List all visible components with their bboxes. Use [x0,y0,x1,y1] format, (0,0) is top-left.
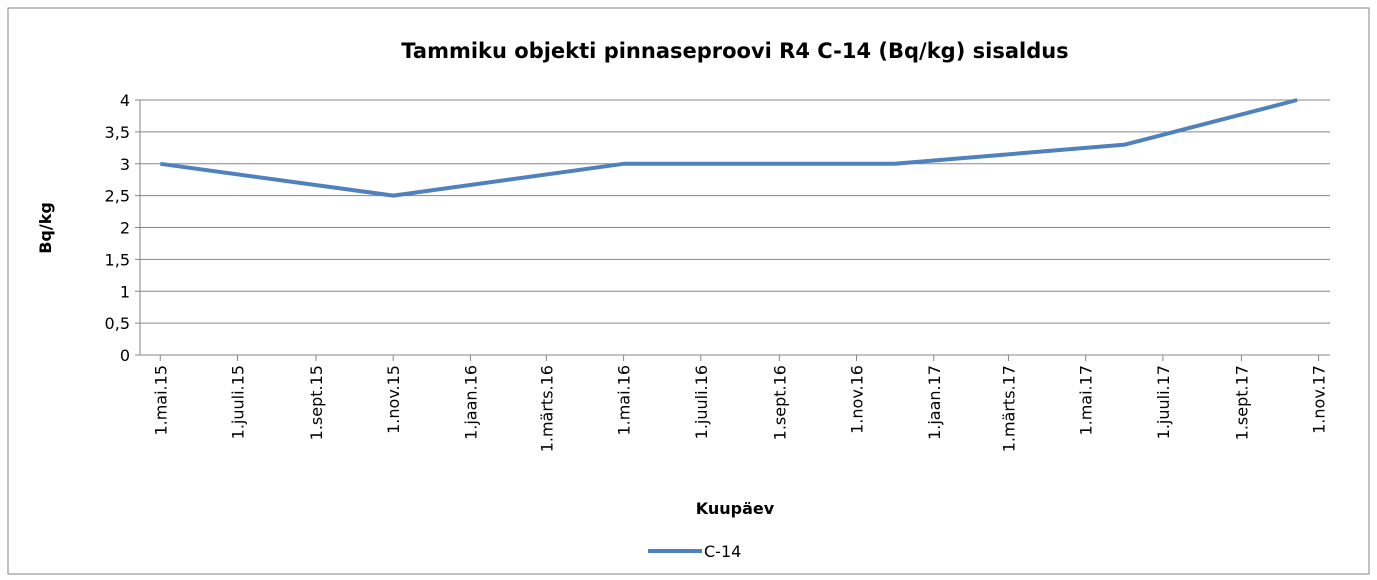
x-tick-label: 1.märts.17 [999,365,1018,452]
x-tick-label: 1.nov.17 [1310,365,1329,434]
chart-title: Tammiku objekti pinnaseproovi R4 C-14 (B… [401,39,1068,63]
y-tick-label: 0,5 [105,314,130,333]
x-tick-label: 1.märts.16 [537,365,556,452]
x-tick-label: 1.nov.15 [384,365,403,434]
y-tick-label: 4 [120,91,130,110]
y-tick-label: 3 [120,155,130,174]
x-tick-label: 1.nov.16 [848,365,867,434]
y-tick-label: 2 [120,219,130,238]
y-tick-label: 3,5 [105,123,130,142]
y-tick-label: 0 [120,346,130,365]
y-tick-label: 1,5 [105,250,130,269]
x-tick-label: 1.sept.16 [770,365,789,440]
data-line [160,98,1298,198]
x-tick-label: 1.mai.16 [615,365,634,436]
legend-label: C-14 [704,542,741,561]
y-tick-label: 1 [120,282,130,301]
x-tick-label: 1.jaan.16 [461,365,480,440]
x-tick-label: 1.juuli.16 [692,365,711,439]
x-axis-title: Kuupäev [696,499,775,518]
x-tick-label: 1.jaan.17 [925,365,944,440]
y-tick-label: 2,5 [105,187,130,206]
x-tick-label: 1.sept.15 [307,365,326,440]
x-tick-label: 1.mai.15 [151,365,170,436]
x-tick-label: 1.juuli.15 [228,365,247,439]
x-tick-label: 1.juuli.17 [1154,365,1173,439]
x-tick-label: 1.sept.17 [1232,365,1251,440]
x-tick-label: 1.mai.17 [1077,365,1096,436]
y-axis-title: Bq/kg [36,202,55,254]
